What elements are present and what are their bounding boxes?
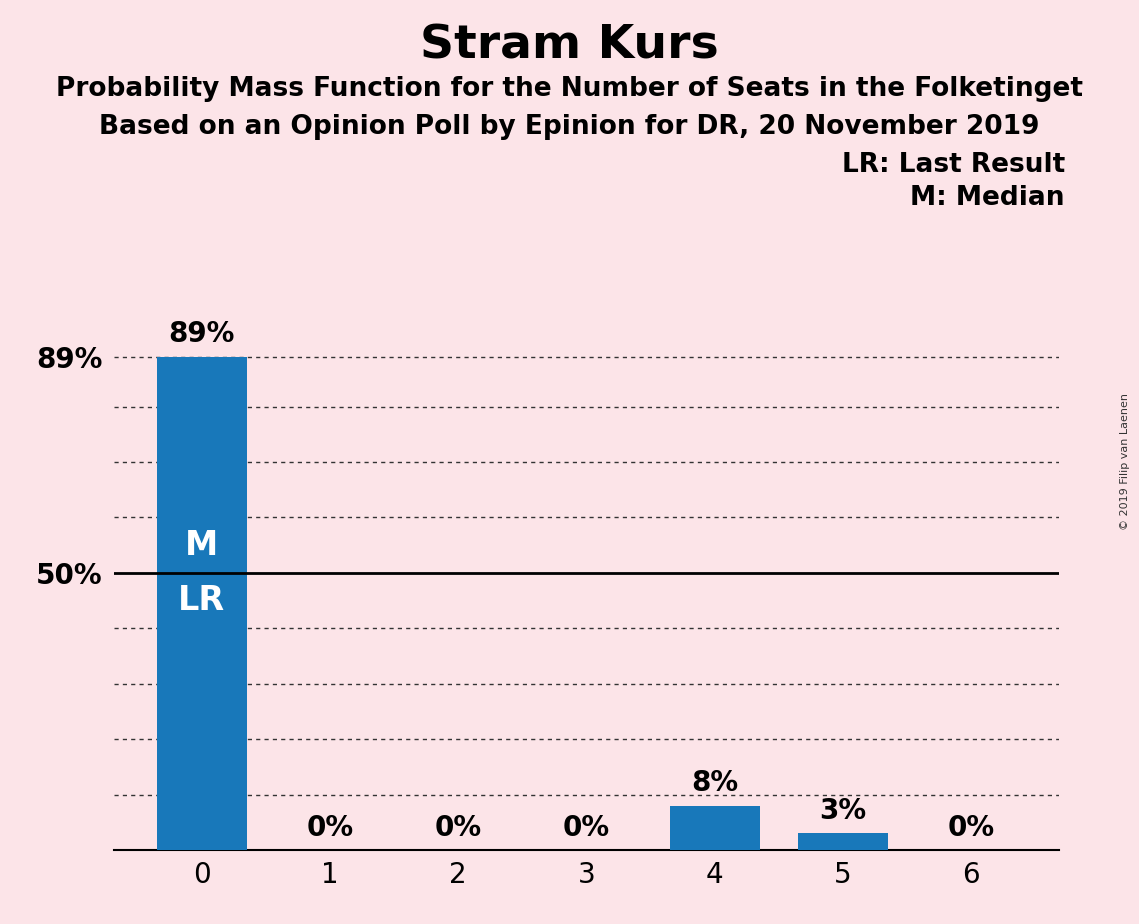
Text: 0%: 0% <box>306 814 353 842</box>
Text: M: M <box>186 529 219 562</box>
Text: M: Median: M: Median <box>910 185 1065 211</box>
Text: 8%: 8% <box>691 770 738 797</box>
Bar <box>157 357 247 850</box>
Text: 0%: 0% <box>435 814 482 842</box>
Text: Stram Kurs: Stram Kurs <box>420 23 719 68</box>
Bar <box>798 833 888 850</box>
Text: LR: LR <box>178 584 226 617</box>
Text: 0%: 0% <box>563 814 611 842</box>
Bar <box>670 806 760 850</box>
Text: LR: Last Result: LR: Last Result <box>842 152 1065 178</box>
Text: 89%: 89% <box>169 321 235 348</box>
Text: Based on an Opinion Poll by Epinion for DR, 20 November 2019: Based on an Opinion Poll by Epinion for … <box>99 114 1040 140</box>
Text: Probability Mass Function for the Number of Seats in the Folketinget: Probability Mass Function for the Number… <box>56 76 1083 102</box>
Text: 3%: 3% <box>820 797 867 825</box>
Text: © 2019 Filip van Laenen: © 2019 Filip van Laenen <box>1120 394 1130 530</box>
Text: 0%: 0% <box>948 814 995 842</box>
